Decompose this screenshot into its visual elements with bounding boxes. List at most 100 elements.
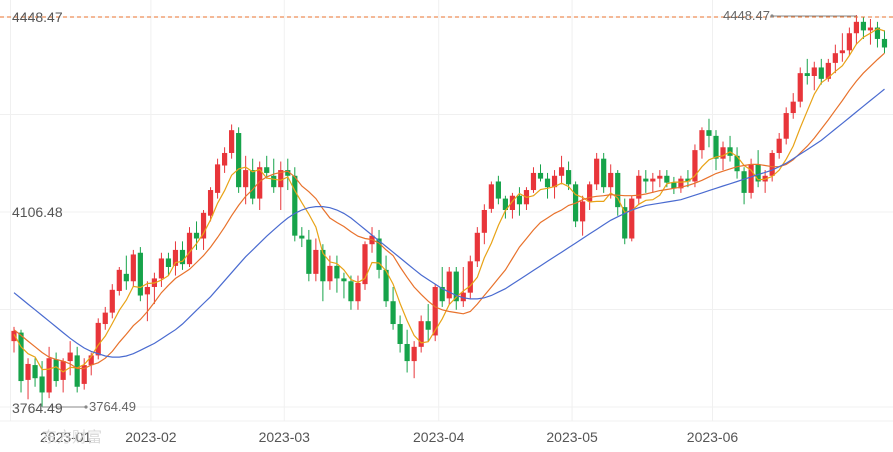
candle — [362, 241, 368, 290]
candle-body — [453, 271, 459, 302]
candle-body — [285, 170, 291, 176]
candle-body — [776, 138, 782, 153]
candle-body — [509, 195, 516, 210]
candle — [474, 227, 480, 268]
candle — [383, 255, 389, 307]
candle-body — [811, 67, 817, 76]
candle — [558, 155, 565, 185]
candle — [95, 318, 101, 360]
candle-body — [474, 232, 480, 262]
candle — [67, 341, 73, 376]
candle — [790, 93, 796, 119]
candle-body — [165, 258, 172, 268]
ma-short-line — [13, 28, 885, 373]
candle — [678, 175, 684, 193]
candle — [755, 150, 761, 188]
candle — [404, 329, 410, 373]
candle — [551, 170, 558, 199]
candle — [734, 147, 740, 179]
candle — [671, 176, 677, 195]
candle-body — [376, 238, 382, 270]
candle-body — [748, 164, 754, 193]
candle — [411, 341, 417, 379]
candle-body — [713, 135, 719, 159]
candle-body — [264, 167, 270, 173]
candle — [250, 158, 256, 205]
candle — [418, 315, 424, 353]
candle — [832, 44, 838, 74]
candle — [123, 255, 129, 290]
candle-body — [25, 363, 31, 380]
candle — [207, 187, 214, 222]
candle — [488, 181, 494, 213]
candle-body — [334, 265, 340, 279]
candle — [867, 18, 874, 45]
x-axis-tick-label: 2023-02 — [125, 429, 177, 445]
candle-body — [292, 175, 298, 236]
candle-body — [481, 209, 487, 233]
candle-body — [530, 172, 537, 191]
candle-body — [502, 198, 508, 210]
candle-body — [341, 278, 347, 282]
candle — [881, 30, 888, 54]
candle — [699, 127, 705, 159]
candle — [636, 170, 642, 205]
candle-body — [46, 358, 52, 393]
candle — [439, 267, 445, 307]
candle-body — [853, 21, 859, 34]
candle-body — [299, 235, 305, 239]
candle — [53, 352, 59, 387]
candle-body — [846, 33, 852, 51]
candle — [495, 175, 501, 205]
candle — [264, 155, 270, 179]
candle — [516, 187, 523, 216]
candle-body — [390, 301, 396, 325]
candle-body — [39, 376, 45, 393]
candle-body — [229, 130, 235, 153]
candle — [502, 195, 508, 219]
candle — [776, 133, 782, 159]
candle — [467, 255, 473, 299]
candle-body — [657, 175, 663, 179]
candle — [11, 326, 17, 353]
high-marker-dot — [770, 14, 774, 18]
grid-layer — [0, 0, 893, 422]
candle-body — [587, 184, 593, 202]
candle-body — [236, 133, 242, 188]
candle — [313, 238, 319, 282]
ma-long-line — [13, 88, 885, 358]
candle-body — [755, 164, 761, 182]
candle-body — [271, 175, 277, 188]
candle-body — [565, 170, 572, 185]
candle-body — [797, 73, 803, 102]
candle — [158, 252, 165, 287]
candle-body — [74, 355, 80, 387]
candle-body — [594, 158, 600, 185]
candle — [60, 358, 66, 393]
candle — [587, 181, 593, 210]
candle — [748, 158, 754, 199]
candle-body — [60, 361, 66, 380]
candle — [25, 358, 31, 400]
candle-body — [636, 175, 642, 199]
candle — [200, 209, 207, 250]
candle — [18, 329, 24, 393]
candle-body — [432, 286, 438, 336]
candle — [657, 170, 663, 188]
low-marker-dot — [84, 405, 88, 409]
candle-body — [832, 53, 838, 63]
candle — [348, 275, 354, 310]
candle — [804, 58, 810, 85]
candle-body — [544, 178, 551, 188]
candle — [102, 306, 108, 330]
candle — [172, 241, 179, 276]
candle-body — [495, 181, 501, 199]
candle — [846, 27, 852, 57]
candle-body — [734, 155, 740, 172]
candle-body — [460, 292, 466, 302]
x-axis-tick-label: 2023-01 — [40, 429, 92, 445]
candle-body — [580, 201, 586, 222]
candle-body — [446, 271, 452, 299]
candle — [783, 107, 789, 145]
